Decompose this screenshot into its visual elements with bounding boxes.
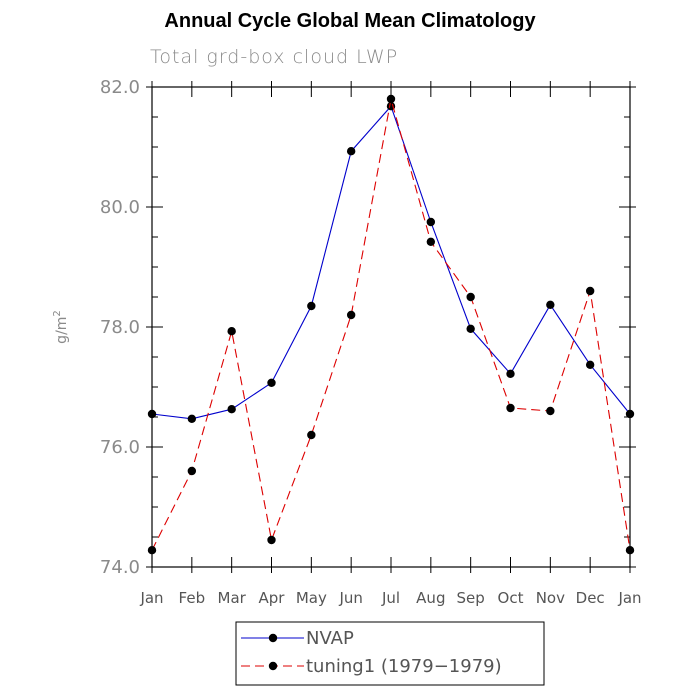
series-1-point [386, 94, 396, 104]
series-1-point [546, 406, 555, 416]
legend-marker-0 [268, 633, 278, 643]
y-tick-label: 74.0 [100, 557, 140, 578]
series-0-point [426, 217, 436, 227]
x-tick-label: Sep [457, 589, 485, 607]
legend-marker-1 [268, 661, 278, 671]
series-0-point [346, 147, 356, 156]
series-1-point [426, 237, 436, 246]
y-tick-label: 76.0 [100, 437, 140, 458]
x-tick-label: Jul [381, 589, 400, 607]
chart-subtitle: Total grd-box cloud LWP [150, 46, 399, 68]
y-tick-label: 78.0 [100, 317, 140, 338]
series-1-point [625, 546, 635, 555]
y-tick-label: 82.0 [100, 77, 140, 98]
series-0-point [585, 360, 595, 369]
legend-label-1: tuning1 (1979−1979) [306, 656, 502, 677]
x-tick-label: Jun [338, 589, 362, 607]
series-line-0 [151, 105, 631, 420]
y-axis-label: g/m2 [52, 310, 70, 344]
series-0-point [227, 405, 236, 414]
series-line-1 [151, 98, 631, 551]
series-0-point [307, 301, 316, 311]
y-tick-label: 80.0 [100, 197, 140, 218]
plot-frame [151, 86, 631, 568]
series-1-point [187, 466, 197, 476]
series-0-point [625, 409, 635, 419]
legend-box [235, 621, 545, 686]
x-tick-label: Dec [576, 589, 605, 607]
x-tick-label: Feb [179, 589, 206, 607]
series-1-point [267, 535, 276, 545]
series-1-point [307, 430, 316, 440]
x-tick-label: Oct [498, 589, 524, 607]
series-0-point [466, 324, 475, 333]
series-0-point [506, 369, 515, 378]
x-tick-label: Aug [416, 589, 445, 607]
series-1-point [506, 403, 515, 413]
x-tick-label: Mar [218, 589, 247, 607]
x-tick-label: Apr [259, 589, 286, 607]
series-0-point [267, 378, 276, 387]
series-1-point [147, 546, 157, 555]
x-tick-label: May [296, 589, 327, 607]
series-0-point [147, 409, 157, 419]
series-1-point [466, 292, 475, 302]
x-tick-label: Jan [139, 589, 163, 607]
series-0-point [187, 414, 197, 423]
chart-title: Annual Cycle Global Mean Climatology [164, 10, 536, 32]
series-1-point [227, 327, 236, 336]
series-0-point [546, 300, 555, 309]
x-tick-label: Nov [536, 589, 565, 607]
legend-label-0: NVAP [306, 628, 354, 649]
series-1-point [585, 286, 595, 296]
x-tick-label: Jan [617, 589, 641, 607]
y-axis-label-superscript: 2 [52, 310, 63, 316]
series-1-point [346, 310, 356, 320]
